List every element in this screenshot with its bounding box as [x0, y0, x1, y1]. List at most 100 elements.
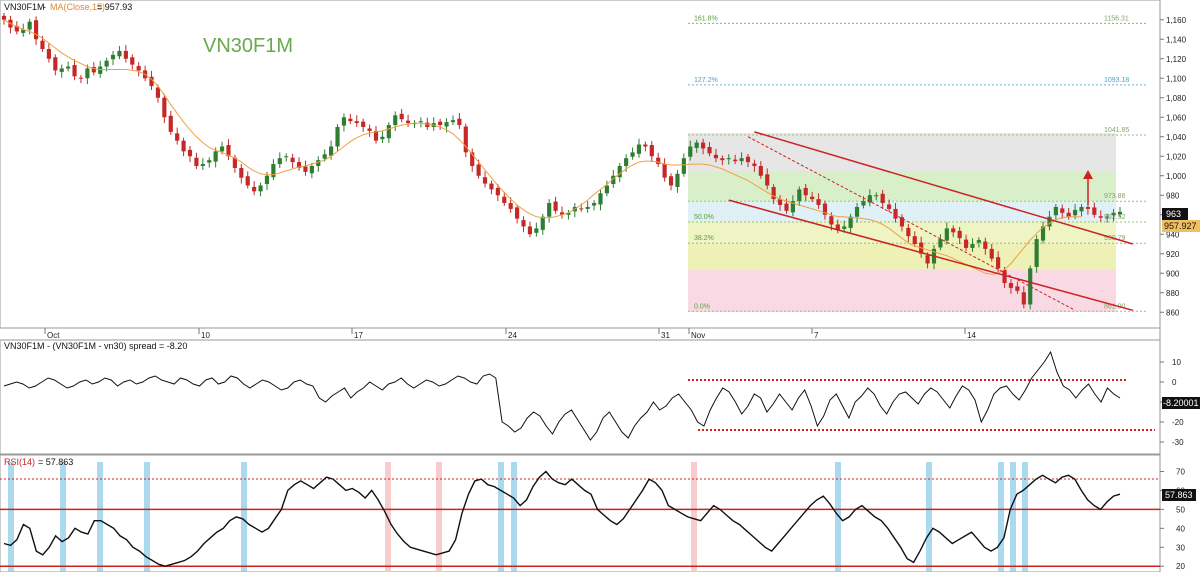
spread-tick-label: 0: [1172, 378, 1177, 387]
candle-body: [290, 157, 295, 163]
candle-body: [495, 187, 500, 196]
fib-level-price: 1156.31: [1104, 15, 1129, 22]
price-tick-label: 1,000: [1166, 172, 1187, 181]
candle-body: [701, 142, 706, 149]
rsi-band-blue: [926, 462, 932, 572]
candle-body: [1, 15, 7, 20]
fib-zone-3: [688, 201, 1116, 222]
candle-body: [591, 203, 597, 206]
rsi-panel-frame: [0, 454, 1161, 573]
candle-body: [739, 158, 744, 162]
candle-body: [1028, 268, 1033, 305]
candle-body: [662, 164, 667, 178]
candle-body: [887, 204, 892, 209]
candle-body: [880, 193, 885, 204]
candle-body: [899, 217, 905, 227]
candle-body: [636, 144, 642, 154]
fib-level-price: 952.52: [1104, 214, 1126, 221]
candle-body: [547, 203, 552, 217]
rsi-levels: [0, 478, 1160, 567]
rsi-axis: 706050403020: [1160, 467, 1185, 571]
candle-body: [40, 40, 45, 49]
candle-body: [745, 156, 751, 163]
rsi-band-pink: [436, 462, 442, 572]
candle-body: [1085, 206, 1091, 209]
candle-body: [630, 152, 635, 157]
candle-body: [585, 206, 590, 209]
candle-body: [983, 241, 988, 249]
candle-body: [386, 125, 391, 139]
fib-zone-1: [688, 133, 1116, 171]
candle-body: [758, 166, 763, 176]
candle-body: [14, 26, 19, 32]
price-axis: 1,160 1,140 1,120 1,100 1,080 1,060 1,040 1,020…: [44, 16, 1187, 340]
candle-body: [482, 177, 488, 184]
candle-body: [1047, 216, 1052, 227]
spread-tick-label: -30: [1172, 438, 1184, 447]
candle-body: [284, 156, 289, 158]
price-tick-label: 940: [1166, 230, 1180, 239]
ma-label: MA(Close,15): [50, 2, 105, 12]
candle-body: [85, 68, 90, 79]
candle-body: [194, 157, 199, 166]
last-price-box: [1162, 208, 1188, 220]
candle-body: [239, 167, 244, 178]
candle-body: [155, 87, 161, 98]
rsi-band-blue: [97, 462, 103, 572]
candle-body: [810, 196, 815, 200]
candle-body: [322, 154, 327, 159]
date-tick-label: 31: [661, 331, 670, 340]
candle-body: [425, 122, 430, 127]
candle-body: [226, 145, 231, 157]
price-tick-label: 1,120: [1166, 55, 1187, 64]
date-tick-label: 17: [354, 331, 363, 340]
fib-zone-6: [688, 270, 1116, 312]
candle-body: [784, 203, 789, 211]
candle-body: [450, 120, 456, 123]
candle-body: [1073, 209, 1078, 216]
price-tick-label: 980: [1166, 191, 1180, 200]
candle-body: [534, 228, 539, 233]
spread-value-text: -8.20001: [1163, 398, 1199, 408]
candle-body: [66, 66, 71, 69]
candle-body: [521, 220, 526, 227]
candle-body: [598, 193, 603, 205]
candle-body: [123, 50, 128, 59]
candle-body: [1002, 269, 1007, 283]
candle-body: [380, 136, 385, 140]
rsi-value-box: [1162, 489, 1196, 501]
candle-body: [688, 146, 693, 157]
candle-body: [1111, 212, 1116, 216]
price-tick-label: 900: [1166, 269, 1180, 278]
rsi-tick-label: 40: [1176, 524, 1185, 533]
spread-panel-title: VN30F1M - (VN30F1M - vn30) spread = -8.2…: [4, 341, 187, 351]
candle-body: [361, 121, 366, 127]
candle-body: [1092, 207, 1097, 215]
rsi-band-blue: [1022, 462, 1028, 572]
candle-body: [681, 158, 686, 174]
candle-body: [656, 157, 661, 165]
price-tick-label: 1,140: [1166, 35, 1187, 44]
candle-body: [1008, 283, 1014, 288]
chart-watermark-title: VN30F1M: [203, 35, 293, 57]
candle-body: [1053, 206, 1058, 216]
candle-body: [649, 145, 654, 157]
candle-body: [98, 66, 103, 74]
candle-body: [502, 196, 507, 204]
rsi-band-blue: [998, 462, 1004, 572]
price-tick-label: 1,060: [1166, 113, 1187, 122]
candle-body: [168, 115, 173, 132]
candle-body: [33, 20, 39, 40]
date-tick-label: 24: [508, 331, 517, 340]
candle-body: [136, 66, 141, 71]
candle-body: [316, 160, 321, 166]
trend-channel: [728, 131, 1134, 312]
candle-body: [59, 68, 64, 72]
candle-body: [867, 195, 872, 203]
date-tick-label: Oct: [47, 331, 60, 340]
candle-body: [258, 185, 263, 192]
fibonacci-zones: [688, 133, 1116, 312]
rsi-band-blue: [8, 462, 14, 572]
candle-body: [668, 176, 674, 186]
